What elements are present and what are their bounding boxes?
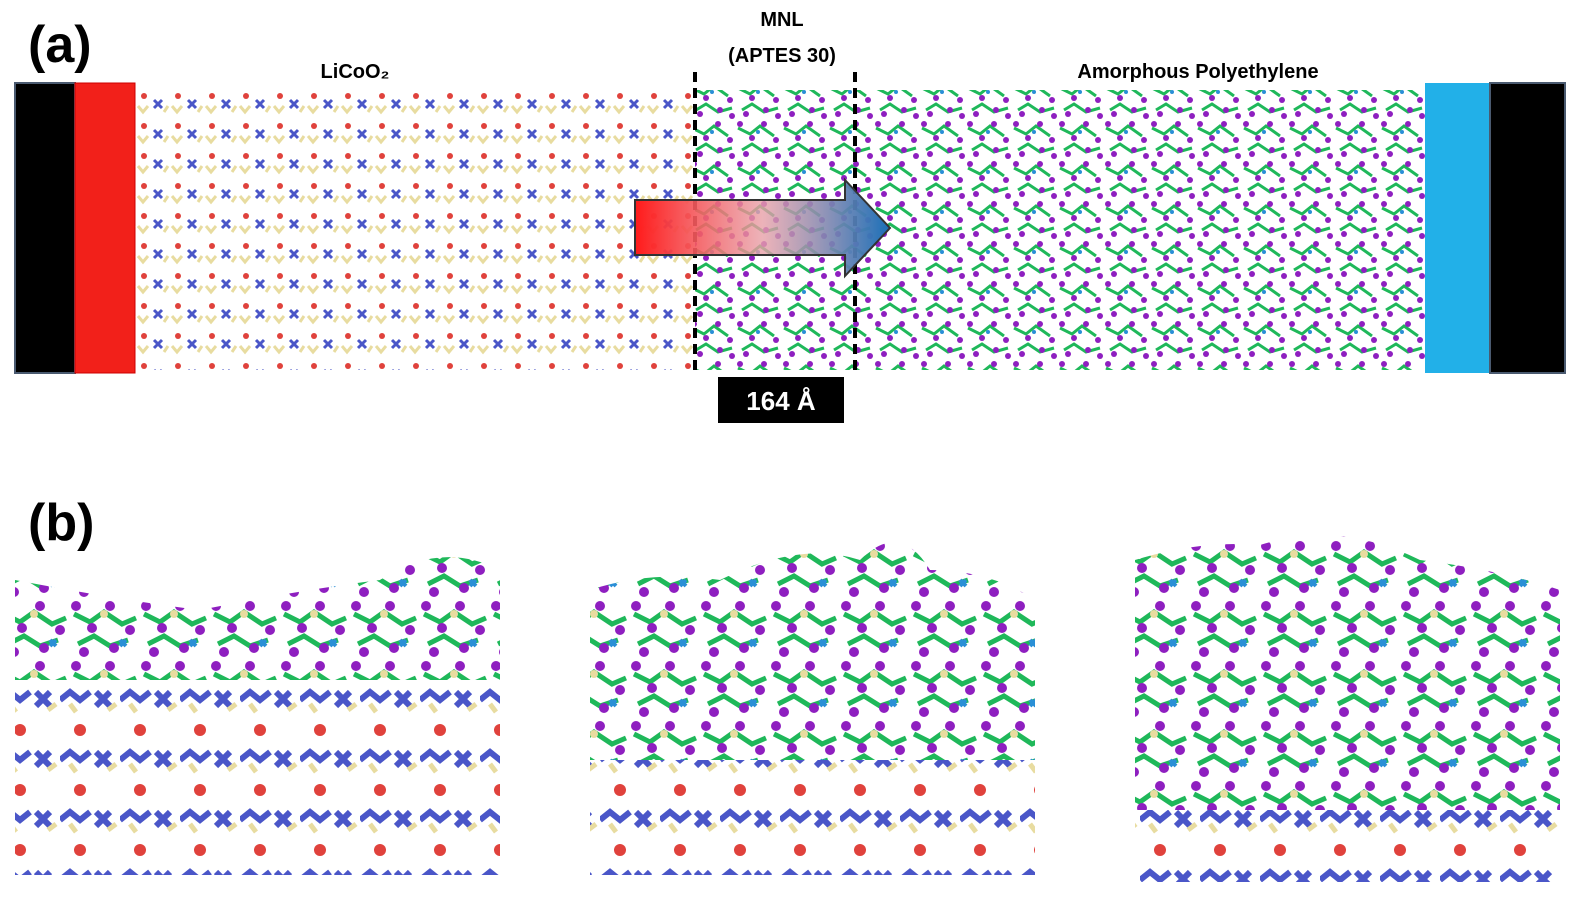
cathode-reservoir <box>74 82 136 374</box>
region-label: (APTES 30) <box>728 45 836 67</box>
current-collector <box>1489 82 1566 374</box>
mnl-layer <box>1135 535 1560 810</box>
current-collector <box>14 82 76 374</box>
mnl-layer <box>590 542 1035 760</box>
licoo2-slab <box>1135 810 1560 882</box>
licoo2-slab <box>590 760 1035 875</box>
region-label: MNL <box>760 9 803 31</box>
licoo2-lattice <box>135 90 695 370</box>
transport-arrow <box>634 177 892 279</box>
panel-label: (a) <box>28 16 92 74</box>
thickness-label: 164 Å <box>746 386 816 416</box>
mnl-layer <box>15 557 500 680</box>
panel-label: (b) <box>28 494 94 552</box>
region-label: LiCoO₂ <box>321 61 390 83</box>
anode-reservoir <box>1425 83 1490 373</box>
thickness-box <box>718 377 844 423</box>
licoo2-slab <box>15 680 500 875</box>
region-label: Amorphous Polyethylene <box>1077 61 1318 83</box>
